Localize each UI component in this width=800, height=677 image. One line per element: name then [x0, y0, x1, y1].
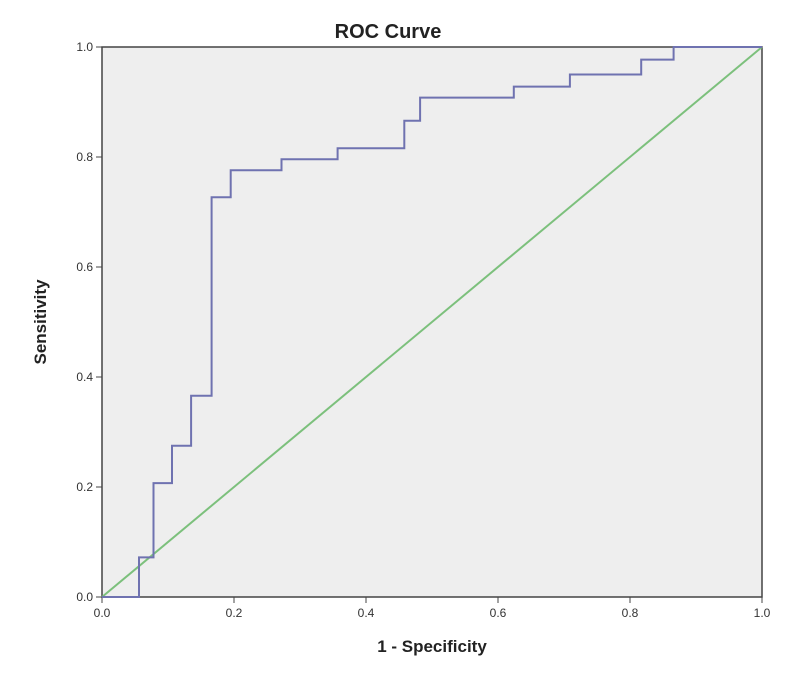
y-tick-label: 0.4: [76, 370, 93, 384]
y-tick-label: 0.6: [76, 260, 93, 274]
x-tick-label: 0.0: [94, 606, 111, 620]
x-tick-label: 0.6: [490, 606, 507, 620]
series-group: [101, 46, 763, 598]
x-tick-label: 0.2: [226, 606, 243, 620]
x-tick-label: 0.4: [358, 606, 375, 620]
axis-ticks: 0.0 0.2 0.4 0.6 0.8 1.0 0.0 0.2 0.4 0.6 0.8 1.0: [76, 40, 770, 620]
y-tick-label: 0.0: [76, 590, 93, 604]
chart-title: ROC Curve: [335, 21, 442, 43]
x-tick-label: 1.0: [754, 606, 771, 620]
roc-curve-line: [102, 46, 762, 598]
x-axis-label: 1 - Specificity: [377, 637, 487, 656]
reference-diagonal-line: [101, 46, 763, 598]
y-tick-label: 0.8: [76, 150, 93, 164]
y-axis-label: Sensitivity: [31, 279, 50, 365]
y-tick-label: 1.0: [76, 40, 93, 54]
y-tick-label: 0.2: [76, 480, 93, 494]
x-tick-label: 0.8: [622, 606, 639, 620]
